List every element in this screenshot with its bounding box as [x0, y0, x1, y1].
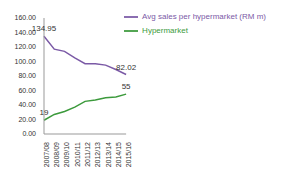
- svg-text:19: 19: [40, 108, 49, 117]
- svg-text:2007/08: 2007/08: [43, 142, 50, 167]
- svg-text:55: 55: [122, 82, 131, 91]
- svg-text:2008/09: 2008/09: [53, 142, 60, 167]
- svg-text:2013/14: 2013/14: [105, 142, 112, 167]
- svg-text:140.00: 140.00: [14, 29, 36, 36]
- svg-text:2014/15: 2014/15: [115, 142, 122, 167]
- svg-text:20.00: 20.00: [18, 116, 36, 123]
- svg-text:2015/16: 2015/16: [125, 142, 132, 167]
- svg-text:100.00: 100.00: [15, 58, 37, 65]
- svg-text:0.00: 0.00: [22, 130, 36, 137]
- svg-text:80.00: 80.00: [18, 72, 36, 79]
- html-text:Hypermarket: Hypermarket: [142, 26, 188, 36]
- svg-text:2010/11: 2010/11: [74, 142, 81, 167]
- svg-text:2012/13: 2012/13: [94, 142, 101, 167]
- svg-text:120.00: 120.00: [15, 43, 37, 50]
- svg-text:134.95: 134.95: [32, 24, 57, 33]
- svg-text:2011/12: 2011/12: [84, 142, 91, 167]
- svg-text:60.00: 60.00: [18, 87, 36, 94]
- svg-text:82.02: 82.02: [116, 63, 137, 72]
- svg-text:160.00: 160.00: [15, 14, 37, 21]
- svg-text:2009/10: 2009/10: [63, 142, 70, 167]
- svg-text:40.00: 40.00: [18, 101, 36, 108]
- html-text:Avg sales per hypermarket (RM: Avg sales per hypermarket (RM m): [142, 12, 266, 22]
